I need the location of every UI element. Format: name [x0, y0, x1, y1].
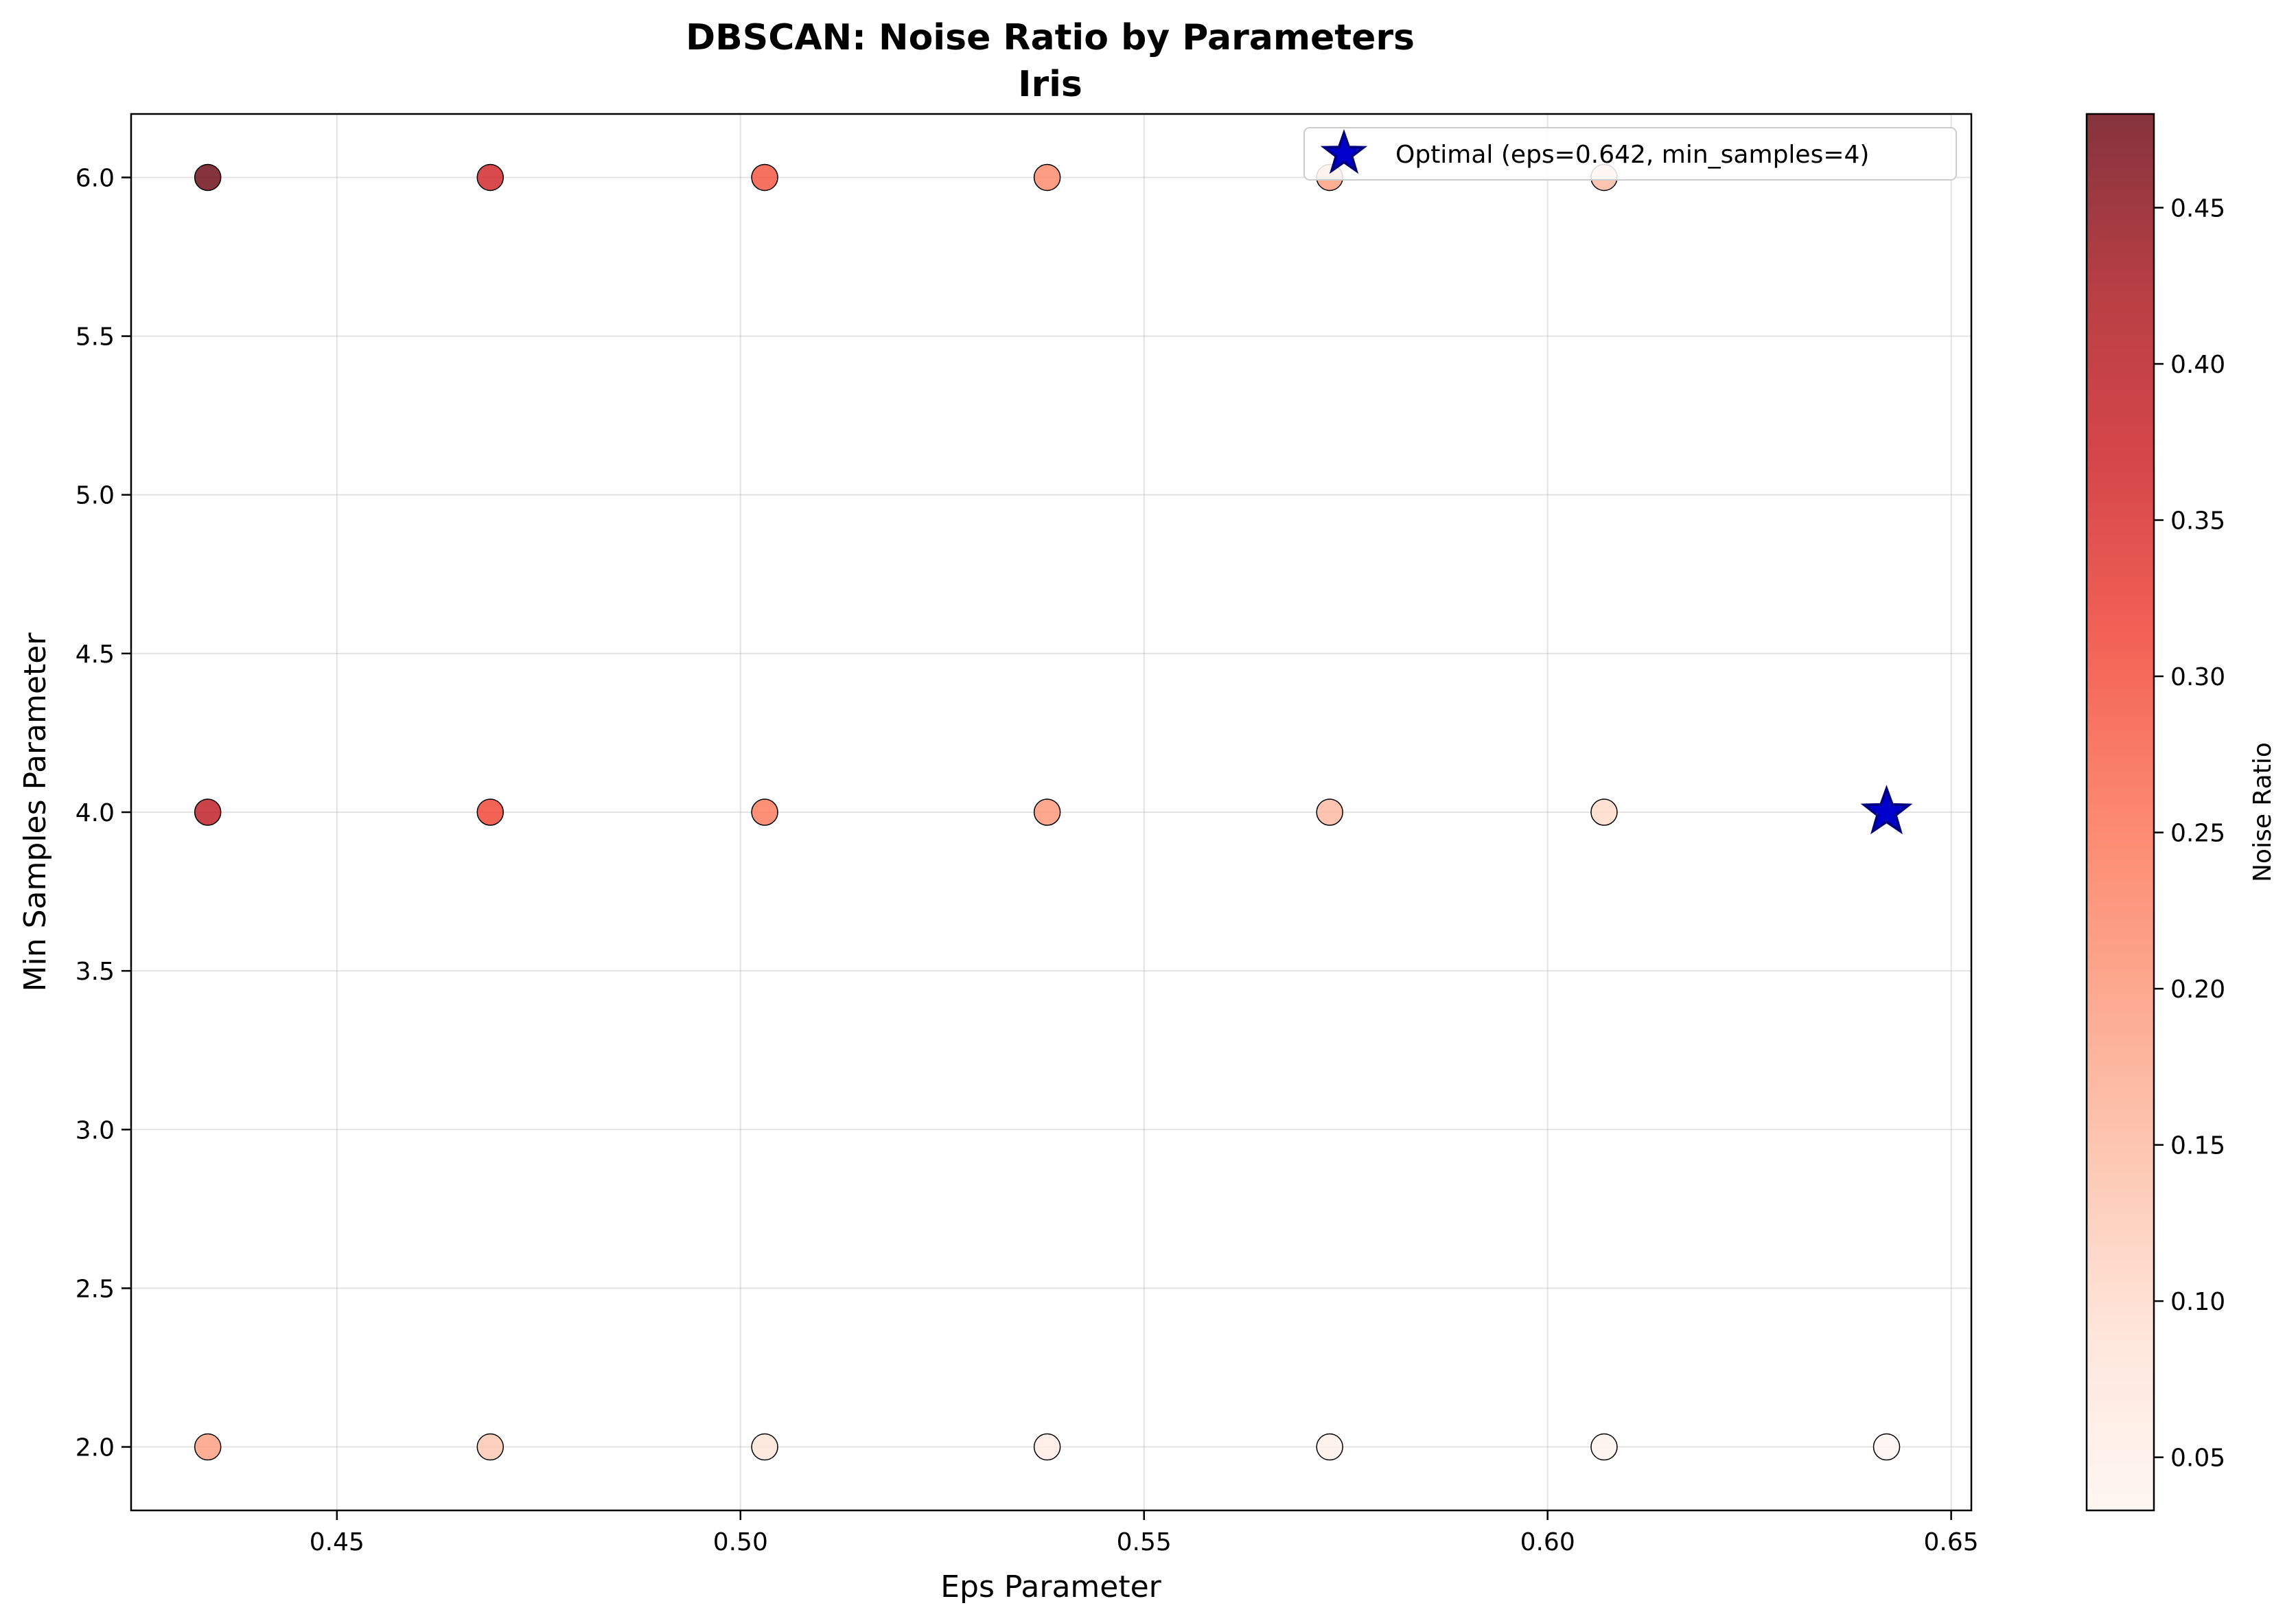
y-tick-label: 5.0 [76, 482, 115, 510]
y-axis-label: Min Samples Parameter [18, 632, 53, 992]
x-axis-label: Eps Parameter [940, 1569, 1161, 1604]
plot-frame [130, 113, 1973, 1512]
y-ticks: 2.0 2.5 3.0 3.5 4.0 4.5 5.0 5.5 6.0 [76, 164, 131, 1462]
chart-title: DBSCAN: Noise Ratio by Parameters [686, 17, 1415, 58]
legend-star-marker [1320, 128, 1368, 174]
colorbar-tick-label: 0.45 [2170, 195, 2225, 223]
colorbar-gradient [2085, 113, 2155, 1512]
scatter-point [194, 1433, 222, 1461]
x-tick-label: 0.65 [1924, 1528, 1979, 1556]
scatter-point [194, 798, 222, 826]
scatter-point [751, 163, 778, 192]
scatter-point [476, 1433, 505, 1461]
colorbar-tick-label: 0.30 [2170, 663, 2225, 691]
optimal-star-marker [1860, 785, 1913, 835]
colorbar-tick-label: 0.40 [2170, 351, 2225, 379]
x-tick-label: 0.55 [1117, 1528, 1172, 1556]
scatter-point [1316, 798, 1343, 826]
scatter-point [1872, 1433, 1901, 1461]
colorbar-tick-label: 0.35 [2170, 507, 2225, 536]
scatter-point [1316, 1433, 1343, 1461]
scatter-point [751, 1433, 778, 1461]
scatter-point [1033, 798, 1061, 826]
y-tick-label: 6.0 [76, 164, 115, 192]
y-tick-label: 4.0 [76, 799, 115, 827]
scatter-point [476, 798, 505, 826]
scatter-point [1033, 163, 1061, 192]
scatter-point [1590, 1433, 1618, 1461]
x-tick-label: 0.45 [310, 1528, 364, 1556]
colorbar-label: Noise Ratio [2249, 742, 2277, 882]
colorbar-tick-label: 0.15 [2170, 1132, 2225, 1160]
scatter-point [751, 798, 778, 826]
colorbar: 0.05 0.10 0.15 0.20 0.25 0.30 0.35 0.40 0.45 Noi… [2085, 113, 2277, 1512]
colorbar-tick-label: 0.20 [2170, 976, 2225, 1004]
scatter-point [476, 163, 505, 192]
y-tick-label: 3.0 [76, 1116, 115, 1144]
scatter-point [194, 163, 222, 192]
legend-label: Optimal (eps=0.642, min_samples=4) [1395, 141, 1869, 169]
colorbar-ticks: 0.05 0.10 0.15 0.20 0.25 0.30 0.35 0.40 0.45 [2154, 195, 2225, 1473]
y-tick-label: 2.5 [76, 1275, 115, 1303]
y-tick-label: 4.5 [76, 641, 115, 669]
colorbar-tick-label: 0.25 [2170, 820, 2225, 848]
x-tick-label: 0.60 [1520, 1528, 1575, 1556]
colorbar-tick-label: 0.05 [2170, 1444, 2225, 1473]
scatter-point [1590, 798, 1618, 826]
chart-subtitle: Iris [1018, 64, 1082, 105]
y-tick-label: 3.5 [76, 958, 115, 986]
x-ticks: 0.45 0.50 0.55 0.60 0.65 [310, 1510, 1979, 1556]
x-tick-label: 0.50 [713, 1528, 768, 1556]
y-tick-label: 5.5 [76, 323, 115, 352]
legend-star-icon [1320, 128, 1368, 174]
legend-box [1303, 127, 1957, 181]
y-tick-label: 2.0 [76, 1434, 115, 1462]
colorbar-tick-label: 0.10 [2170, 1288, 2225, 1316]
legend: Optimal (eps=0.642, min_samples=4) [1303, 127, 1957, 181]
scatter-point [1033, 1433, 1061, 1461]
